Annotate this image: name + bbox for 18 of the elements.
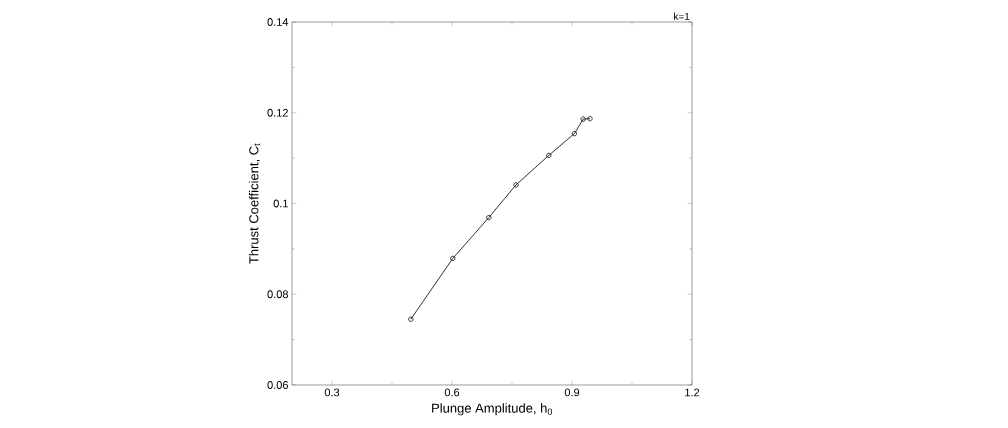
y-tick-label: 0.12 (267, 108, 288, 117)
x-axis-title: Plunge Amplitude, h$_{0}$ (432, 403, 553, 416)
y-tick-label: 0.08 (267, 290, 288, 299)
y-tick-label: 0.14 (267, 18, 289, 26)
y-axis-title: Thrust Coefficient, C$_{t}$ (248, 143, 261, 264)
x-tick-label: 0.3 (324, 388, 340, 397)
text: k=1 (674, 12, 690, 20)
point (546, 152, 552, 158)
point (571, 131, 578, 137)
point (513, 182, 519, 188)
y-tick-label: 0.06 (267, 381, 288, 389)
x-tick-label: 0.9 (564, 388, 580, 397)
y-tick-label: 0.1 (273, 199, 288, 208)
point (486, 214, 492, 221)
x-tick-label: 1.2 (685, 388, 700, 397)
point (450, 255, 456, 262)
point (580, 116, 586, 122)
x-tick-label: 0.6 (444, 388, 460, 397)
